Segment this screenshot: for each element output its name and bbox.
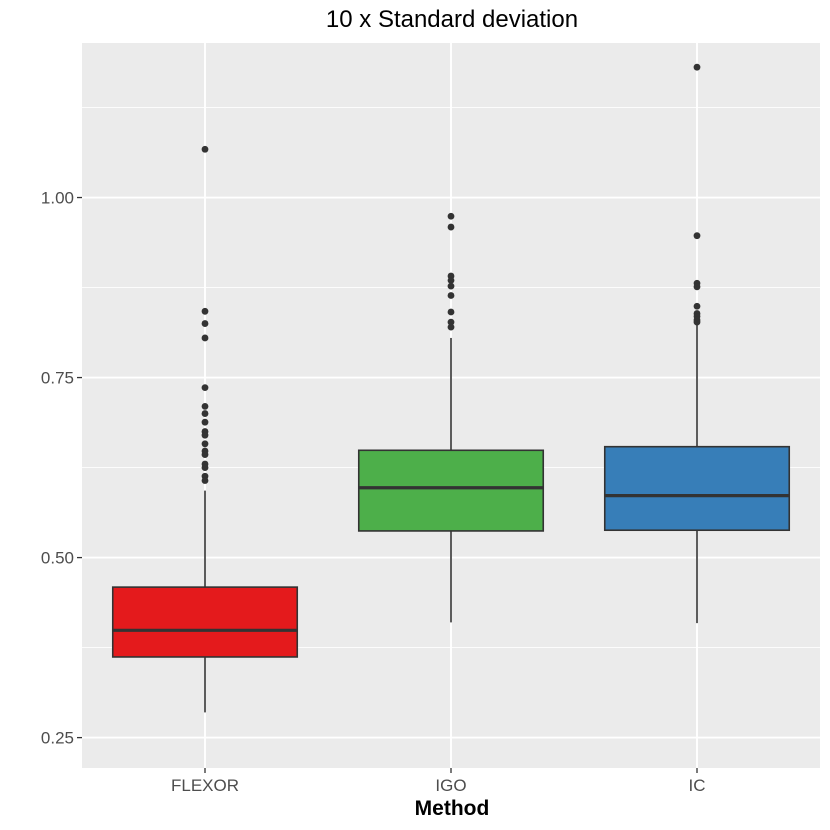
outlier-point xyxy=(201,145,209,153)
y-tick-label: 0.75 xyxy=(41,369,74,388)
y-axis: 0.25 0.50 0.75 1.00 xyxy=(41,189,82,748)
y-tick-label: 0.50 xyxy=(41,549,74,568)
box-iqr xyxy=(111,586,299,658)
x-tick-label: FLEXOR xyxy=(171,776,239,795)
box-group-ic xyxy=(603,63,791,624)
outlier-point xyxy=(447,308,455,316)
x-axis: FLEXOR IGO IC xyxy=(171,768,706,795)
x-axis-title: Method xyxy=(415,797,490,820)
outlier-point xyxy=(201,307,209,315)
outlier-point xyxy=(693,302,701,310)
outlier-point xyxy=(447,323,455,331)
outlier-point xyxy=(201,464,209,471)
outlier-point xyxy=(693,318,701,326)
box-group-flexor xyxy=(111,145,299,713)
outlier-point xyxy=(201,477,209,484)
box-group-igo xyxy=(357,212,545,623)
box-iqr xyxy=(357,449,545,532)
y-tick-label: 1.00 xyxy=(41,189,74,208)
box-iqr xyxy=(603,445,791,532)
outlier-point xyxy=(693,283,701,291)
outlier-point xyxy=(201,431,209,439)
outlier-point xyxy=(201,384,209,392)
y-tick-label: 0.25 xyxy=(41,729,74,748)
outlier-point xyxy=(447,282,455,290)
outlier-point xyxy=(447,318,455,326)
outlier-point xyxy=(201,320,209,327)
x-tick-label: IC xyxy=(689,776,706,795)
outlier-point xyxy=(201,440,209,448)
outlier-point xyxy=(447,223,455,231)
outlier-point xyxy=(693,63,701,71)
boxes-layer xyxy=(111,63,791,713)
outlier-point xyxy=(201,418,209,426)
outlier-point xyxy=(447,292,455,299)
outlier-point xyxy=(447,276,455,284)
outlier-point xyxy=(201,451,209,459)
outlier-point xyxy=(201,334,209,342)
outlier-point xyxy=(693,232,701,240)
x-tick-label: IGO xyxy=(435,776,466,795)
chart-title: 10 x Standard deviation xyxy=(326,6,578,33)
outlier-point xyxy=(201,402,209,410)
outlier-point xyxy=(201,410,209,417)
outlier-point xyxy=(447,212,455,220)
